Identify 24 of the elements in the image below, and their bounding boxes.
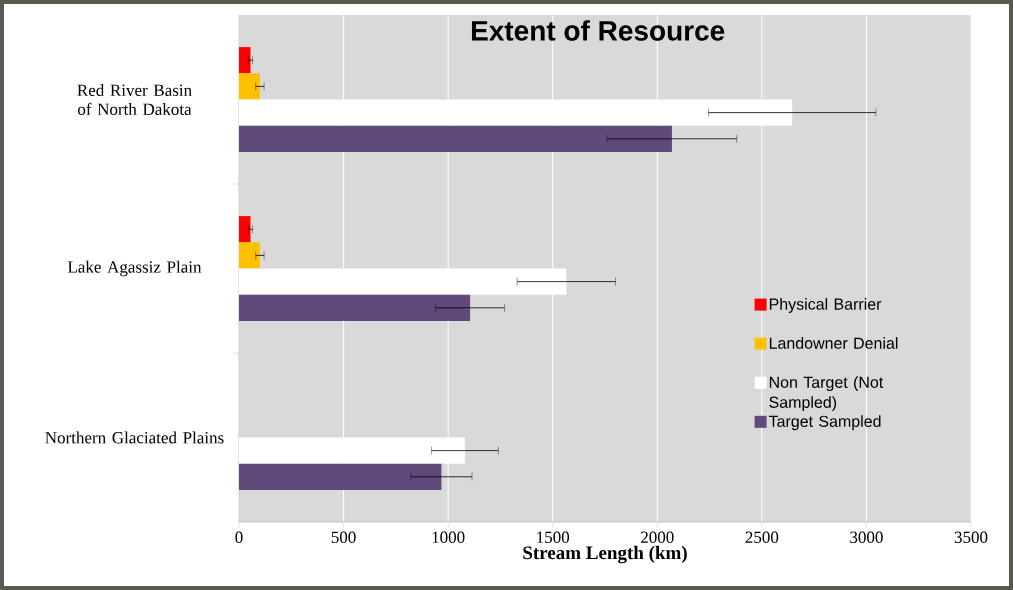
x-tick-label: 1500 [537, 531, 570, 543]
x-tick-label: 1000 [432, 531, 465, 543]
bar [239, 216, 251, 243]
y-tick-label: Lake Agassiz Plain [67, 260, 202, 277]
y-tick-label: Red River Basin of North Dakota [77, 84, 192, 115]
bar [239, 73, 260, 100]
bar [239, 463, 442, 490]
legend-label: Physical Barrier [769, 298, 882, 313]
bar [239, 242, 260, 269]
x-tick-label: 3500 [954, 531, 988, 543]
bar [239, 47, 251, 74]
x-tick-label: 0 [235, 531, 243, 543]
bar [239, 125, 672, 152]
x-tick-label: 3000 [850, 531, 883, 543]
x-tick-label: 500 [331, 531, 356, 543]
x-tick-label: 2000 [641, 531, 674, 543]
x-tick-label: 2500 [745, 531, 779, 543]
y-tick-label: Northern Glaciated Plains [45, 431, 224, 444]
bar [239, 294, 471, 321]
chart-title: Extent of Resource [471, 20, 725, 41]
legend-label: Landowner Denial [769, 337, 898, 349]
legend-label: Non Target (Not Sampled) [769, 376, 884, 412]
legend-label: Target Sampled [768, 415, 881, 431]
x-axis-title: Stream Length (km) [523, 545, 687, 564]
